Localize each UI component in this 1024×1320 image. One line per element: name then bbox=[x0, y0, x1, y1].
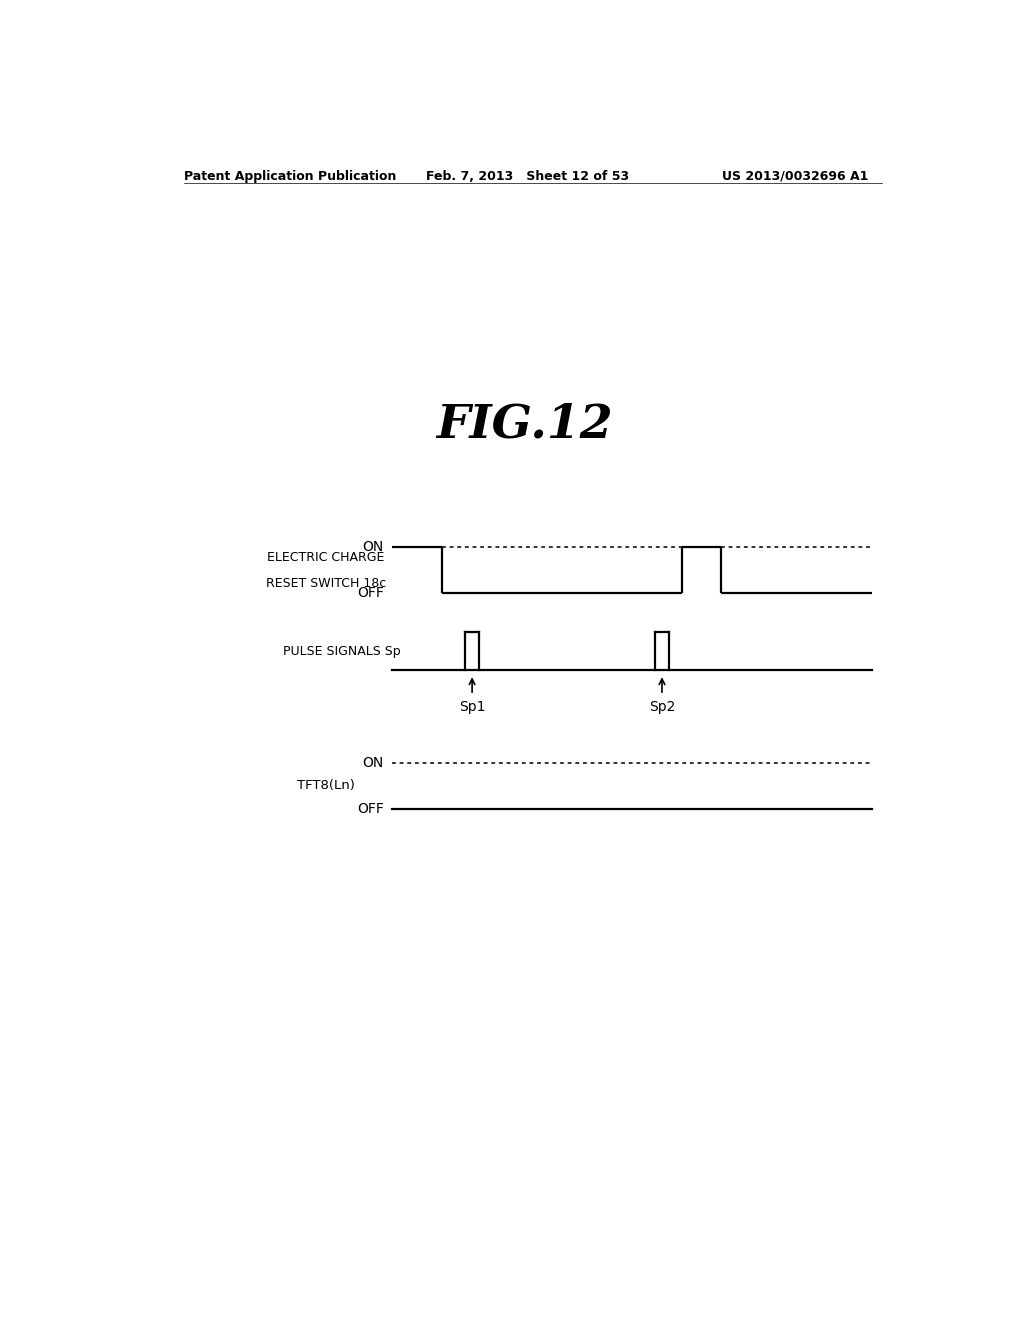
Text: OFF: OFF bbox=[357, 803, 384, 816]
Text: RESET SWITCH 18c: RESET SWITCH 18c bbox=[265, 577, 386, 590]
Text: Patent Application Publication: Patent Application Publication bbox=[183, 170, 396, 183]
Text: ON: ON bbox=[362, 756, 384, 770]
Text: ON: ON bbox=[362, 540, 384, 554]
Text: ELECTRIC CHARGE: ELECTRIC CHARGE bbox=[267, 552, 384, 564]
Text: TFT8(Ln): TFT8(Ln) bbox=[297, 779, 354, 792]
Text: PULSE SIGNALS Sp: PULSE SIGNALS Sp bbox=[283, 644, 400, 657]
Text: US 2013/0032696 A1: US 2013/0032696 A1 bbox=[722, 170, 868, 183]
Text: Sp1: Sp1 bbox=[459, 701, 485, 714]
Text: Feb. 7, 2013   Sheet 12 of 53: Feb. 7, 2013 Sheet 12 of 53 bbox=[426, 170, 630, 183]
Text: Sp2: Sp2 bbox=[649, 701, 675, 714]
Text: OFF: OFF bbox=[357, 586, 384, 601]
Text: FIG.12: FIG.12 bbox=[436, 401, 613, 447]
